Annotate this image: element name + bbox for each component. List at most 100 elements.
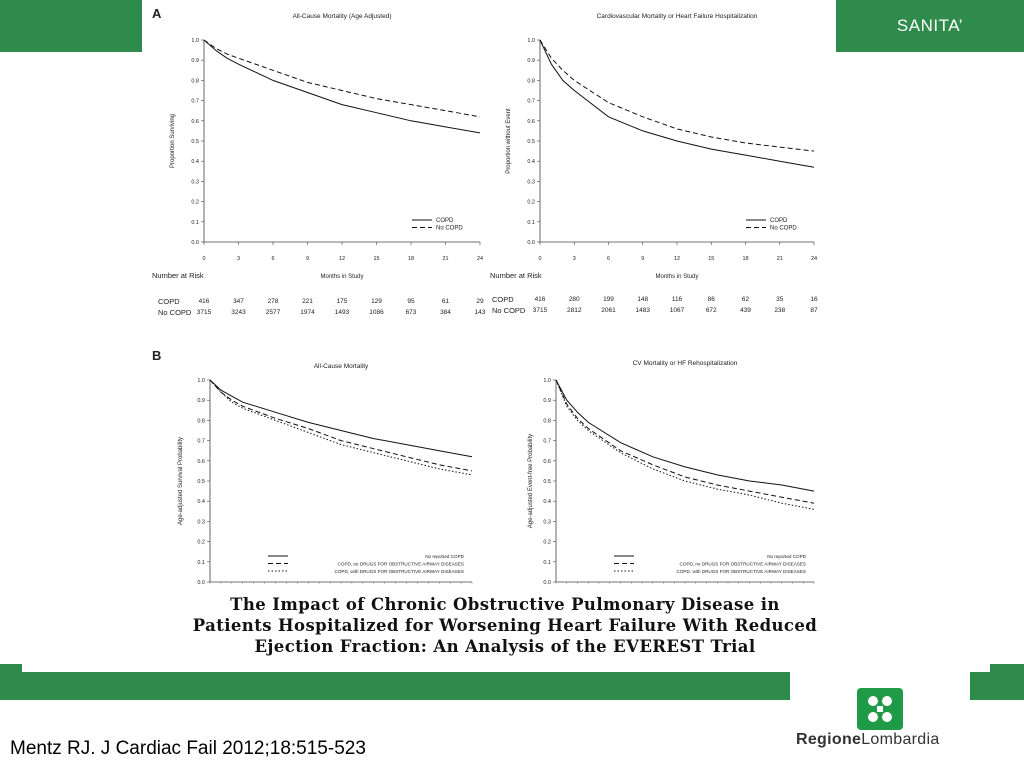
risk-value: 278 <box>268 298 279 305</box>
x-tick-label: 24 <box>811 256 817 262</box>
risk-table-right: 416 280 199 148 116 86 62 35 16 3715 2812 2061 1483 1… <box>533 296 818 314</box>
risk-value: 175 <box>337 298 348 305</box>
legend-label: No COPD <box>436 226 463 232</box>
risk-value: 129 <box>371 298 382 305</box>
y-tick-label: 0.9 <box>197 398 205 404</box>
x-tick-label: 6 <box>607 256 610 262</box>
x-axis-label: Months in Study <box>320 274 363 280</box>
risk-value: 1974 <box>300 309 315 316</box>
risk-table-left: 416 347 278 221 175 129 95 61 29 3715 3243 2577 1974… <box>197 298 486 316</box>
citation: Mentz RJ. J Cardiac Fail 2012;18:515-523 <box>10 738 366 759</box>
x-tick-label: 12 <box>674 256 680 262</box>
risk-value: 3715 <box>197 309 212 316</box>
regione-lombardia-wordmark: RegioneLombardia <box>796 731 940 749</box>
risk-value: 86 <box>708 296 716 303</box>
x-tick-label: 3 <box>573 256 576 262</box>
series-line-2 <box>555 379 815 510</box>
y-tick-label: 1.0 <box>543 378 551 384</box>
x-tick-label: 6 <box>271 256 274 262</box>
y-tick-label: 0.0 <box>197 580 205 586</box>
y-tick-label: 0.7 <box>191 99 199 105</box>
risk-value: 280 <box>569 296 580 303</box>
risk-row-label-copd-left: COPD <box>158 297 180 306</box>
risk-value: 61 <box>442 298 450 305</box>
legend-label: No COPD <box>770 226 797 232</box>
y-tick-label: 0.1 <box>197 560 205 566</box>
y-tick-label: 0.2 <box>527 200 535 206</box>
y-tick-label: 0.6 <box>191 119 199 125</box>
series-line-1 <box>203 39 481 118</box>
x-tick-label: 3 <box>237 256 240 262</box>
risk-value: 95 <box>407 298 415 305</box>
y-tick-label: 1.0 <box>527 38 535 44</box>
x-tick-label: 15 <box>708 256 714 262</box>
y-tick-label: 0.0 <box>543 580 551 586</box>
paper-title: The Impact of Chronic Obstructive Pulmon… <box>20 594 990 657</box>
risk-value: 1493 <box>335 309 350 316</box>
y-tick-label: 0.5 <box>543 479 551 485</box>
risk-table-header-right: Number at Risk <box>490 271 542 280</box>
x-tick-label: 9 <box>641 256 644 262</box>
chart-cv-mortality-hf-rehosp-by-drug: CV Mortality or HF Rehospitalization 0.0 0… <box>528 360 815 586</box>
chart-cv-mortality-hf-hospitalization: Cardiovascular Mortality or Heart Failur… <box>506 13 817 280</box>
y-tick-label: 0.7 <box>543 439 551 445</box>
y-tick-label: 0.7 <box>527 99 535 105</box>
risk-row-label-nocopd-left: No COPD <box>158 308 192 317</box>
x-tick-label: 12 <box>339 256 345 262</box>
risk-value: 238 <box>774 307 785 314</box>
risk-value: 87 <box>810 307 818 314</box>
y-axis-label: Proportion without Event <box>506 108 512 174</box>
y-tick-label: 0.9 <box>543 398 551 404</box>
risk-row-label-copd-right: COPD <box>492 295 514 304</box>
risk-value: 143 <box>475 309 486 316</box>
y-tick-label: 0.7 <box>197 439 205 445</box>
bottom-right-green-bar <box>970 672 1024 700</box>
y-tick-label: 0.8 <box>197 418 205 424</box>
y-tick-label: 0.3 <box>527 179 535 185</box>
top-left-green-bar <box>0 0 142 52</box>
risk-value: 673 <box>406 309 417 316</box>
risk-value: 199 <box>603 296 614 303</box>
risk-value: 347 <box>233 298 244 305</box>
chart-title: All-Cause Mortality <box>314 363 369 370</box>
x-tick-label: 9 <box>306 256 309 262</box>
legend-label: COPD, with DRUGS FOR OBSTRUCTIVE AIRWAY … <box>677 569 807 574</box>
risk-value: 2812 <box>567 307 582 314</box>
series-line-0 <box>209 379 473 458</box>
risk-row-label-nocopd-right: No COPD <box>492 306 526 315</box>
legend-label: COPD, no DRUGS FOR OBSTRUCTIVE AIRWAY DI… <box>680 562 806 567</box>
risk-value: 2577 <box>266 309 281 316</box>
chart-title: Cardiovascular Mortality or Heart Failur… <box>597 13 758 20</box>
y-tick-label: 0.8 <box>527 78 535 84</box>
risk-value: 3715 <box>533 307 548 314</box>
y-tick-label: 0.5 <box>527 139 535 145</box>
y-tick-label: 0.2 <box>197 540 205 546</box>
risk-value: 2061 <box>601 307 616 314</box>
y-tick-label: 0.4 <box>191 159 199 165</box>
y-tick-label: 0.1 <box>543 560 551 566</box>
y-tick-label: 0.3 <box>191 179 199 185</box>
risk-value: 416 <box>199 298 210 305</box>
risk-value: 672 <box>706 307 717 314</box>
x-tick-label: 0 <box>202 256 205 262</box>
bottom-left-green-bar <box>0 672 790 700</box>
x-tick-label: 18 <box>408 256 414 262</box>
x-tick-label: 21 <box>777 256 783 262</box>
y-tick-label: 0.2 <box>191 200 199 206</box>
chart-all-cause-mortality-age-adjusted: All-Cause Mortality (Age Adjusted) 0.0 0.1… <box>170 13 483 280</box>
chart-all-cause-mortality-by-drug: All-Cause Mortality 0.0 0.1 0.2 0.3 0.4 0.5 0.6… <box>178 363 473 586</box>
y-tick-label: 0.0 <box>191 240 199 246</box>
chart-title: CV Mortality or HF Rehospitalization <box>633 360 738 367</box>
km-figure: A B All-Cause Mortality (Age Adjusted) 0.… <box>152 6 818 586</box>
risk-value: 1067 <box>670 307 685 314</box>
y-tick-label: 0.8 <box>191 78 199 84</box>
risk-value: 439 <box>740 307 751 314</box>
y-tick-label: 0.9 <box>191 58 199 64</box>
risk-value: 62 <box>742 296 750 303</box>
y-tick-label: 1.0 <box>197 378 205 384</box>
legend-label: No reported COPD <box>425 554 464 559</box>
y-tick-label: 0.6 <box>197 459 205 465</box>
x-tick-label: 15 <box>373 256 379 262</box>
risk-table-header-left: Number at Risk <box>152 271 204 280</box>
left-accent-strip <box>0 664 22 674</box>
